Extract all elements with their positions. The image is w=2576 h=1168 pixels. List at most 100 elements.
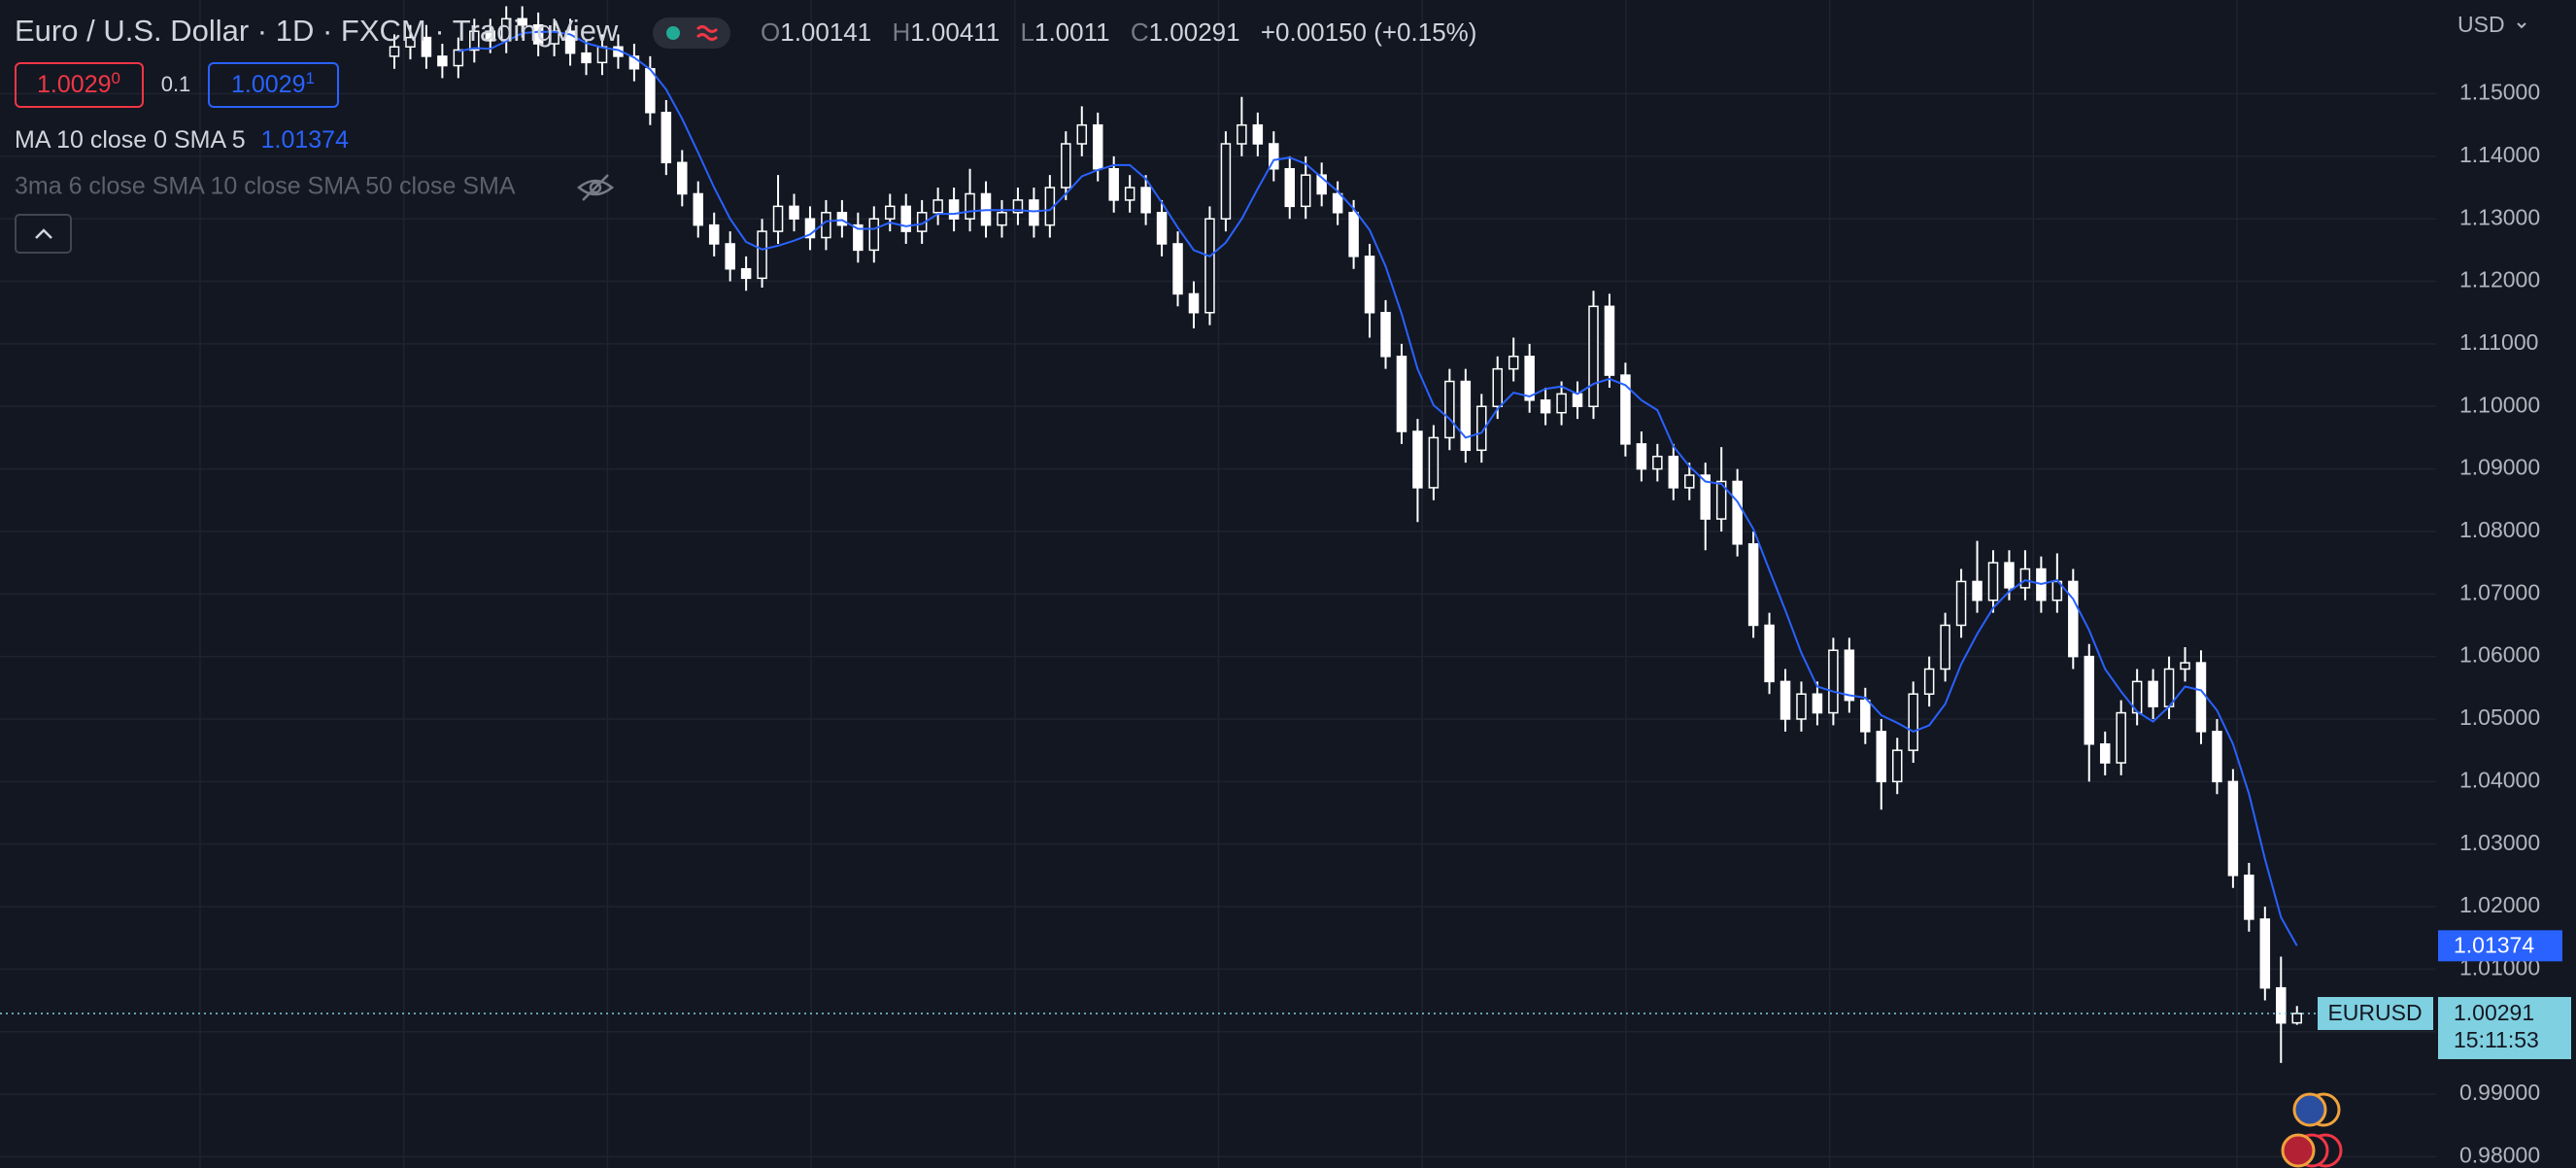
candle-body bbox=[677, 161, 688, 195]
last-price-label: 1.00291 bbox=[2454, 1000, 2534, 1025]
ohlc-value: 1.00291 bbox=[1149, 17, 1240, 47]
hidden-indicator[interactable]: 3ma 6 close SMA 10 close SMA 50 close SM… bbox=[15, 173, 516, 200]
buy-price[interactable]: 1.00291 bbox=[231, 69, 315, 97]
ohlc-label: O bbox=[761, 17, 780, 47]
candle-body bbox=[1364, 256, 1375, 314]
y-tick-label: 1.12000 bbox=[2459, 267, 2540, 292]
candle-body bbox=[900, 205, 911, 232]
candle-body bbox=[1812, 693, 1823, 714]
candle-body bbox=[789, 205, 799, 220]
candle-body bbox=[532, 23, 544, 45]
candle-body bbox=[708, 223, 720, 245]
candle-body bbox=[1779, 680, 1791, 720]
spread: 0.1 bbox=[161, 72, 191, 96]
candle-body bbox=[628, 55, 640, 70]
y-tick-label: 1.08000 bbox=[2459, 517, 2540, 542]
candle-body bbox=[1572, 393, 1583, 408]
candle-body bbox=[1604, 305, 1615, 376]
candle-body bbox=[1955, 580, 1967, 627]
candle-body bbox=[1796, 693, 1807, 720]
hide-eye-icon[interactable] bbox=[577, 174, 614, 201]
y-tick-label: 1.10000 bbox=[2459, 392, 2540, 417]
candle-body bbox=[965, 192, 975, 220]
buy-button[interactable] bbox=[208, 62, 339, 108]
candle-body bbox=[2068, 580, 2079, 658]
y-tick-label: 1.13000 bbox=[2459, 204, 2540, 229]
candle-body bbox=[2131, 680, 2143, 714]
candle-body bbox=[772, 205, 784, 232]
collapse-button[interactable] bbox=[15, 214, 72, 254]
candle-body bbox=[1396, 356, 1407, 432]
candle-body bbox=[1940, 624, 1950, 670]
symbol-title: Euro / U.S. Dollar · 1D · FXCM · Trading… bbox=[15, 14, 619, 48]
candle-body bbox=[645, 68, 656, 114]
candle-body bbox=[2259, 918, 2271, 989]
ma-price-badge bbox=[2438, 930, 2562, 962]
ma-price-label: 1.01374 bbox=[2454, 932, 2534, 957]
candle-body bbox=[1220, 143, 1232, 220]
candle-body bbox=[1156, 212, 1168, 245]
candle-body bbox=[757, 230, 767, 280]
candle-body bbox=[1652, 455, 1663, 470]
candle-body bbox=[1540, 399, 1551, 414]
candle-body bbox=[1348, 212, 1359, 258]
ma-legend[interactable]: MA 10 close 0 SMA 5 1.01374 bbox=[15, 126, 349, 154]
candle-body bbox=[2163, 668, 2175, 707]
candle-body bbox=[1844, 649, 1855, 702]
candle-body bbox=[2116, 711, 2126, 764]
candle-body bbox=[693, 192, 703, 226]
ohlc-label: L bbox=[1021, 17, 1034, 47]
candle-body bbox=[2019, 567, 2031, 589]
candle-body bbox=[581, 52, 592, 64]
symbol-badge bbox=[2318, 996, 2433, 1030]
status-pill bbox=[653, 17, 730, 49]
candle-body bbox=[1444, 380, 1455, 439]
candle-body bbox=[1492, 367, 1503, 408]
candle-body bbox=[1508, 356, 1519, 370]
y-tick-label: 1.15000 bbox=[2459, 80, 2540, 105]
currency-selector[interactable]: USD bbox=[2457, 12, 2505, 37]
candle-body bbox=[885, 205, 896, 220]
candle-body bbox=[2227, 780, 2239, 876]
candle-body bbox=[1668, 455, 1679, 489]
candle-body bbox=[1747, 543, 1759, 627]
candle-body bbox=[1332, 192, 1343, 214]
candle-body bbox=[1636, 443, 1647, 470]
y-tick-label: 1.02000 bbox=[2459, 892, 2540, 917]
candle-body bbox=[485, 30, 496, 42]
ma-value: 1.01374 bbox=[261, 126, 349, 154]
candle-body bbox=[1556, 393, 1567, 414]
y-tick-label: 1.11000 bbox=[2459, 329, 2538, 355]
candle-body bbox=[1876, 731, 1887, 783]
candle-body bbox=[1076, 123, 1088, 145]
wave-icon bbox=[695, 25, 719, 41]
candle-body bbox=[1172, 243, 1183, 295]
candle-body bbox=[1620, 374, 1631, 445]
candle-body bbox=[1460, 380, 1472, 452]
y-tick-label: 1.05000 bbox=[2459, 704, 2540, 730]
candle-body bbox=[1140, 187, 1151, 214]
candle-body bbox=[1684, 474, 1695, 489]
candle-body bbox=[564, 30, 576, 54]
caret-icon bbox=[35, 228, 52, 239]
y-tick-label: 1.04000 bbox=[2459, 767, 2540, 792]
candle-body bbox=[1108, 167, 1119, 201]
candle-body bbox=[932, 199, 943, 214]
candle-body bbox=[405, 36, 416, 49]
sell-button[interactable] bbox=[15, 62, 144, 108]
candle-body bbox=[1828, 649, 1839, 714]
ohlc-label: C bbox=[1131, 17, 1149, 47]
candle-body bbox=[868, 218, 880, 252]
candle-body bbox=[1269, 143, 1279, 170]
symbol-label: EURUSD bbox=[2327, 1000, 2422, 1025]
sell-price[interactable]: 1.00290 bbox=[37, 69, 120, 97]
candle-body bbox=[1380, 311, 1391, 358]
countdown: 15:11:53 bbox=[2454, 1027, 2539, 1052]
candle-body bbox=[1860, 699, 1871, 733]
candle-body bbox=[804, 218, 816, 239]
candle-body bbox=[1700, 474, 1711, 520]
candle-body bbox=[1764, 624, 1775, 683]
y-tick-label: 1.09000 bbox=[2459, 455, 2540, 480]
candle-body bbox=[389, 46, 400, 57]
